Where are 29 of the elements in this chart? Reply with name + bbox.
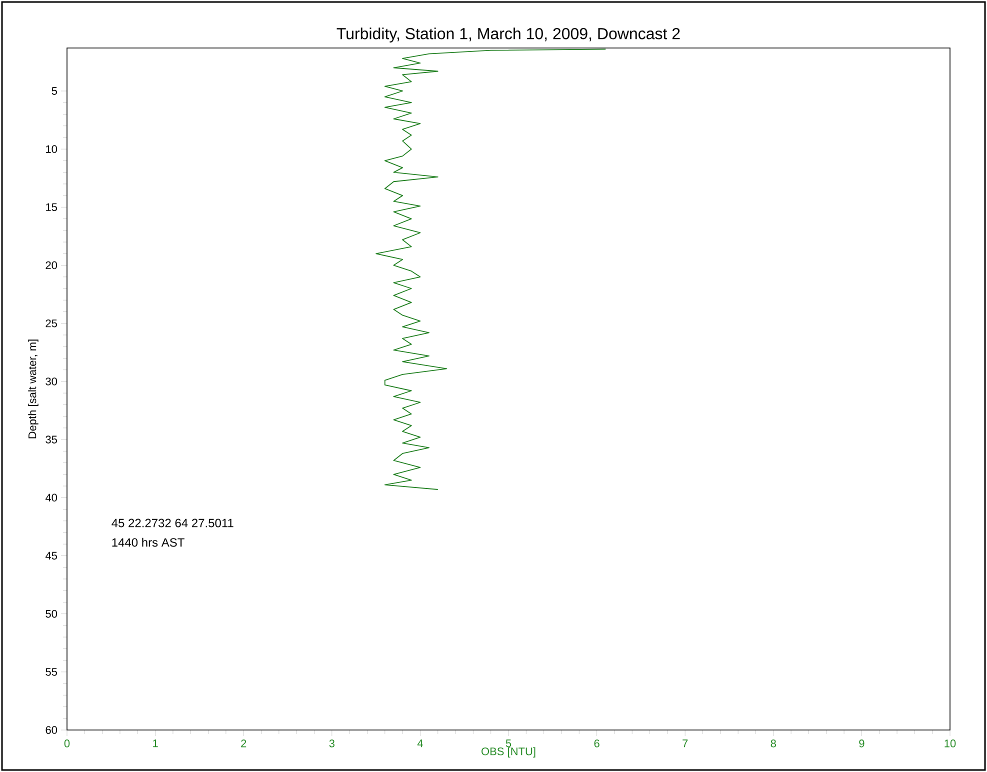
- x-tick-label: 10: [944, 740, 956, 748]
- y-tick-label: 25: [46, 319, 57, 328]
- x-tick-label: 4: [417, 740, 423, 748]
- y-tick-label: 60: [46, 726, 58, 734]
- y-tick-label: 30: [46, 378, 58, 386]
- y-tick-label: 10: [46, 145, 58, 153]
- x-tick-label: 0: [64, 740, 70, 748]
- x-tick-label: 1: [153, 740, 158, 748]
- y-tick-label: 50: [46, 610, 58, 618]
- y-tick-label: 15: [46, 203, 57, 212]
- y-tick-label: 5: [52, 87, 57, 95]
- y-tick-label: 35: [46, 436, 57, 444]
- annotation: 45 22.2732 64 27.5011: [112, 518, 234, 528]
- y-tick-label: 55: [46, 668, 57, 676]
- chart-title: Turbidity, Station 1, March 10, 2009, Downcast 2: [336, 28, 680, 42]
- y-axis-title: Depth [salt water, m]: [28, 340, 38, 438]
- y-tick-label: 45: [45, 552, 57, 560]
- x-tick-label: 2: [241, 740, 246, 748]
- x-tick-label: 6: [594, 740, 600, 748]
- x-tick-label: 8: [770, 740, 776, 748]
- x-tick-label: 7: [682, 740, 688, 748]
- x-tick-label: 3: [329, 740, 334, 748]
- line-series: [376, 48, 606, 490]
- y-tick-label: 20: [46, 261, 58, 270]
- x-tick-label: 5: [506, 740, 512, 748]
- x-axis-title: OBS [NTU]: [482, 747, 536, 758]
- x-tick-label: 9: [859, 740, 864, 748]
- y-tick-label: 40: [45, 494, 58, 502]
- annotation: 1440 hrs AST: [112, 538, 184, 547]
